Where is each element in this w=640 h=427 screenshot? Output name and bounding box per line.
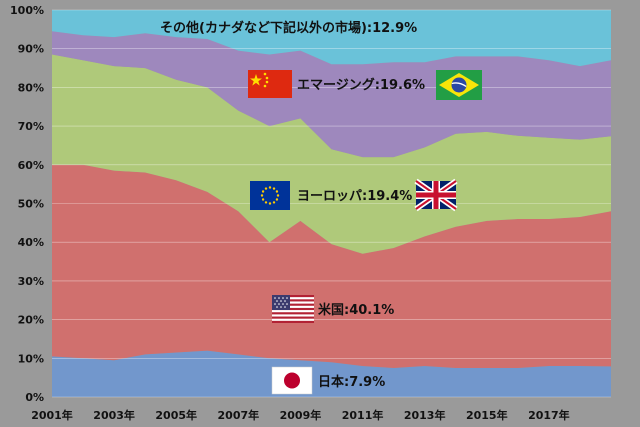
x-tick-label: 2013年 bbox=[404, 408, 446, 422]
y-tick-label: 90% bbox=[18, 43, 44, 56]
x-tick-label: 2003年 bbox=[93, 408, 135, 422]
series-label-japan: 日本:7.9% bbox=[318, 374, 385, 390]
area-series-1 bbox=[52, 164, 611, 368]
area-series-2 bbox=[52, 54, 611, 254]
y-tick-label: 0% bbox=[25, 391, 44, 404]
series-label-emerging: エマージング:19.6% bbox=[297, 77, 425, 93]
x-tick-label: 2005年 bbox=[155, 408, 197, 422]
x-axis-ticks: 2001年 2003年 2005年 2007年 2009年 2011年 2013年 2015年… bbox=[31, 408, 570, 422]
y-tick-label: 70% bbox=[18, 120, 44, 133]
area-layers bbox=[52, 10, 611, 397]
y-tick-label: 30% bbox=[18, 275, 44, 288]
series-label-other: その他(カナダなど下記以外の市場):12.9% bbox=[160, 20, 417, 36]
y-axis-ticks: 0% 10% 20% 30% 40% 50% 60% 70% 80% 90% 100% bbox=[10, 4, 44, 404]
x-tick-label: 2015年 bbox=[466, 408, 508, 422]
china-flag-icon bbox=[248, 70, 292, 98]
series-label-europe: ヨーロッパ:19.4% bbox=[297, 189, 412, 204]
x-tick-label: 2001年 bbox=[31, 408, 73, 422]
x-tick-label: 2011年 bbox=[342, 408, 384, 422]
area-series-3 bbox=[52, 31, 611, 158]
uk-flag-icon bbox=[414, 178, 458, 212]
series-label-us: 米国:40.1% bbox=[318, 302, 394, 318]
x-tick-label: 2017年 bbox=[528, 408, 570, 422]
y-tick-label: 40% bbox=[18, 236, 44, 249]
gridlines bbox=[52, 9, 611, 398]
y-tick-label: 20% bbox=[18, 314, 44, 327]
x-tick-label: 2007年 bbox=[218, 408, 260, 422]
area-series-4 bbox=[52, 10, 611, 67]
y-tick-label: 100% bbox=[10, 4, 44, 17]
us-flag-icon bbox=[272, 295, 314, 323]
y-tick-label: 50% bbox=[18, 198, 44, 211]
japan-flag-icon bbox=[271, 366, 313, 395]
brazil-flag-icon bbox=[436, 70, 482, 100]
y-tick-label: 80% bbox=[18, 81, 44, 94]
y-tick-label: 60% bbox=[18, 159, 44, 172]
area-series-0 bbox=[52, 350, 611, 397]
y-tick-label: 10% bbox=[18, 352, 44, 365]
x-tick-label: 2009年 bbox=[280, 408, 322, 422]
eu-flag-icon bbox=[250, 181, 290, 210]
